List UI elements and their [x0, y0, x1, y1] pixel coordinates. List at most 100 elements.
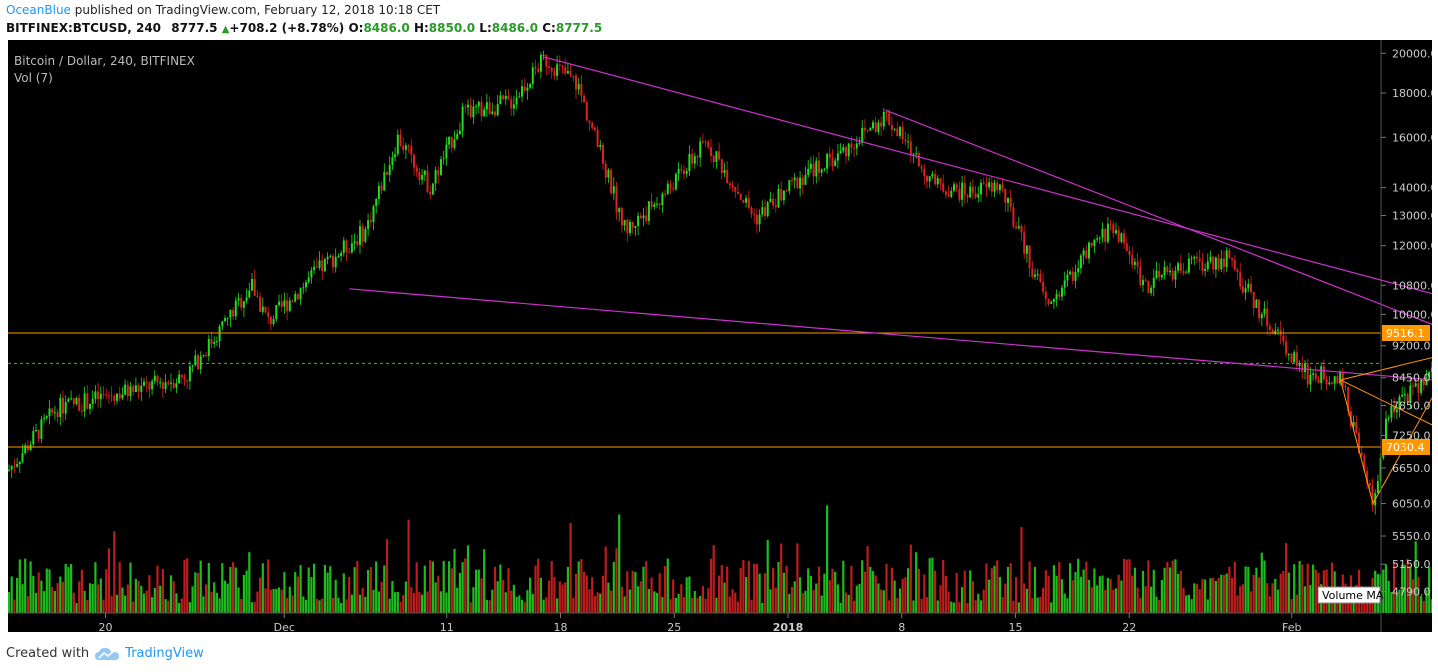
candle-body: [745, 198, 748, 203]
volume-bar: [1160, 579, 1163, 613]
change-value: +708.2 (+8.78%): [229, 21, 345, 35]
candle-body: [993, 182, 996, 192]
candle-body: [485, 102, 488, 110]
volume-bar: [715, 597, 718, 613]
candle-body: [1231, 258, 1234, 260]
low-value: 8486.0: [491, 21, 539, 35]
volume-bar: [26, 596, 29, 613]
triangle-lower-edge[interactable]: [1340, 379, 1433, 460]
candle-body: [1398, 396, 1401, 410]
volume-bar: [645, 561, 648, 613]
candle-body: [337, 256, 340, 258]
y-tick-label: 16000.0: [1392, 131, 1432, 144]
volume-bar: [1087, 579, 1091, 613]
volume-bar: [477, 569, 480, 613]
candle-body: [1023, 232, 1026, 254]
candle-body: [89, 403, 91, 409]
volume-bar: [8, 592, 11, 613]
candle-body: [947, 194, 950, 197]
candle-body: [785, 190, 788, 192]
candle-body: [623, 219, 626, 226]
volume-bar: [685, 577, 688, 613]
volume-bar: [1231, 578, 1234, 613]
volume-bar: [601, 575, 605, 613]
candle-body: [1409, 385, 1412, 403]
volume-bar: [1104, 590, 1107, 613]
trendline-1[interactable]: [885, 109, 1433, 403]
candle-body: [1009, 197, 1012, 208]
candle-body: [1376, 481, 1379, 494]
candle-body: [855, 143, 858, 149]
volume-bar: [10, 576, 13, 613]
volume-bar: [221, 563, 224, 613]
trendline-0[interactable]: [544, 56, 1432, 425]
volume-bar: [691, 597, 694, 613]
triangle-pattern[interactable]: [1340, 358, 1433, 505]
candle-body: [529, 83, 532, 88]
candle-body: [931, 173, 934, 177]
candle-body: [45, 416, 48, 418]
tradingview-link[interactable]: TradingView: [125, 646, 204, 661]
candle-body: [148, 382, 151, 390]
candle-body: [666, 183, 669, 194]
trendline-2[interactable]: [349, 288, 1432, 423]
volume-bar: [288, 586, 291, 613]
volume-bar: [631, 570, 634, 613]
candle-body: [313, 266, 316, 271]
volume-bar: [32, 575, 35, 613]
volume-bar: [213, 582, 216, 613]
volume-bar: [834, 571, 837, 613]
volume-bar: [985, 563, 988, 613]
volume-bar: [669, 599, 672, 613]
candle-body: [1066, 274, 1069, 281]
volume-bar: [1133, 567, 1136, 613]
y-tick-label: 10000.0: [1392, 308, 1432, 321]
candle-body: [472, 106, 475, 118]
candle-body: [1020, 226, 1023, 233]
volume-bar: [1025, 588, 1028, 613]
volume-bar: [34, 592, 38, 613]
volume-bar: [898, 588, 902, 613]
candle-body: [1160, 275, 1163, 278]
volume-bar: [1209, 578, 1212, 613]
volume-bar: [647, 589, 650, 613]
volume-bar: [412, 592, 416, 613]
candle-body: [961, 182, 964, 200]
author-link[interactable]: OceanBlue: [6, 3, 71, 17]
volume-ma-badge: Volume MA: [1317, 586, 1384, 604]
candle-body: [91, 398, 94, 404]
candle-body: [650, 201, 653, 207]
triangle-upper-edge[interactable]: [1340, 352, 1433, 381]
time-axis[interactable]: 20Dec111825201881522Feb1219Mar12: [99, 613, 1433, 632]
candle-body: [1187, 258, 1190, 273]
candle-body: [626, 219, 629, 234]
price-axis[interactable]: 20000.0 18000.0 16000.0 14000.0 13000.0 12000…: [1381, 47, 1432, 598]
candle-body: [1304, 364, 1306, 372]
candle-body: [404, 145, 407, 150]
price-chart[interactable]: 9516.1 7030.4 20000.0 18000.0 16000.0 14000.…: [8, 40, 1432, 632]
candle-body: [380, 185, 383, 191]
trendlines: [349, 56, 1433, 425]
volume-bar: [1050, 602, 1053, 613]
volume-bar: [356, 561, 359, 613]
volume-bar: [399, 601, 402, 613]
volume-bar: [952, 602, 956, 613]
volume-bar: [202, 596, 205, 613]
candle-body: [1320, 366, 1323, 384]
candle-body: [1247, 283, 1250, 289]
candle-body: [656, 203, 658, 205]
volume-bar: [877, 583, 880, 613]
candle-body: [1077, 268, 1080, 272]
volume-bar: [186, 558, 189, 613]
volume-bar: [861, 560, 864, 613]
volume-bar: [828, 580, 831, 613]
volume-bar: [67, 567, 70, 613]
candle-body: [915, 153, 918, 155]
candle-body: [1101, 228, 1104, 238]
candle-body: [1214, 257, 1217, 270]
volume-bar: [315, 598, 318, 613]
candle-body: [1088, 242, 1090, 259]
volume-bar: [1347, 596, 1350, 613]
volume-bar: [580, 559, 583, 613]
candle-body: [197, 355, 199, 370]
